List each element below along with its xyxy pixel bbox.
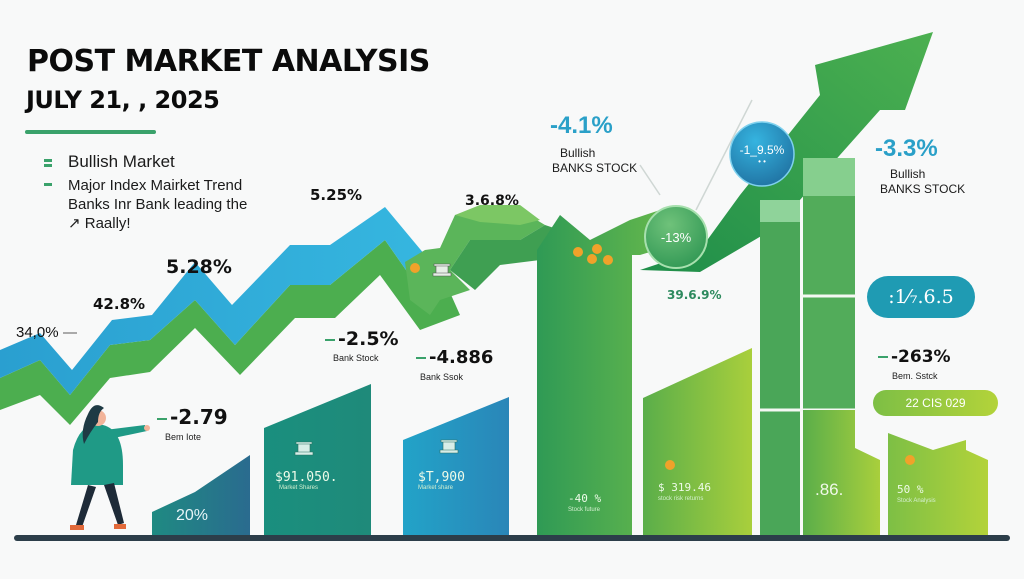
circle-blue-label: -1_9.5% • • — [739, 142, 785, 166]
callout-3: -4.886 Bank Ssok — [416, 347, 493, 382]
ground-line — [14, 535, 1010, 541]
bar-t900 — [403, 397, 509, 535]
bullet-item: Banks Inr Bank leading the — [68, 196, 248, 213]
title-underline — [25, 130, 156, 134]
bar-label-86: .86. — [815, 480, 844, 499]
line-label-5: 3.6.8% — [465, 193, 519, 209]
circle-green — [644, 205, 708, 269]
line-series-green — [0, 240, 460, 425]
circle-green-label: -13% — [660, 229, 692, 245]
pill-lime — [873, 390, 998, 416]
person-illustration — [70, 405, 150, 530]
bullet-item: ↗ Raally! — [68, 215, 131, 232]
bar-91050 — [264, 384, 371, 535]
bullet-item: Major Index Mairket Trend — [68, 177, 243, 194]
bar-label-31946: $ 319.46 stock risk returns — [658, 481, 711, 502]
bar-label-50pct: 50 % Stock Analysis — [897, 483, 936, 504]
bar-lime-1 — [643, 348, 752, 535]
line-label-2: 42.8% — [93, 295, 146, 313]
bank-icon — [294, 441, 314, 456]
callout-5: -3.3% Bullish BANKS STOCK — [875, 135, 966, 196]
line-label-1: 34,0% — [16, 324, 80, 341]
bar-label-t900: $T,900 Market share — [418, 470, 465, 491]
line-label-4: 5.25% — [310, 186, 363, 204]
bar-right-1 — [760, 200, 800, 535]
bar-green-tall — [537, 210, 690, 535]
callout-1: -2.79 Bem Iote — [157, 405, 228, 442]
bar-label-20pct: 20% — [176, 507, 209, 524]
callout-4: -4.1% Bullish BANKS STOCK — [550, 112, 638, 175]
bullet-icon — [44, 183, 52, 186]
bank-icon — [432, 263, 452, 277]
callout-6: -263% Bem. Sstck — [878, 347, 951, 381]
line-series-blue — [0, 207, 440, 395]
bar-label-91050: $91.050. Market Shares — [275, 470, 338, 491]
bullet-icon — [44, 159, 52, 167]
callout-2: -2.5% Bank Stock — [325, 328, 399, 363]
pill-teal-label: :1⁄₇.6.5 — [888, 286, 954, 308]
bar-label-40pct: -40 % Stock future — [568, 492, 602, 513]
circle-blue — [729, 121, 795, 187]
pill-lime-label: 22 CIS 029 — [905, 396, 966, 410]
bar-lime-2 — [803, 410, 880, 535]
page-date: JULY 21, , 2025 — [26, 86, 220, 114]
bank-icon — [439, 439, 459, 454]
coin-icons — [410, 244, 915, 470]
pill-teal — [867, 276, 975, 318]
bullet-item: Bullish Market — [68, 152, 175, 171]
page-title: POST MARKET ANALYSIS — [27, 44, 430, 79]
bar-20pct — [152, 455, 250, 535]
line-label-3: 5.28% — [166, 256, 232, 278]
mid-label: 39.6.9% — [667, 288, 722, 302]
